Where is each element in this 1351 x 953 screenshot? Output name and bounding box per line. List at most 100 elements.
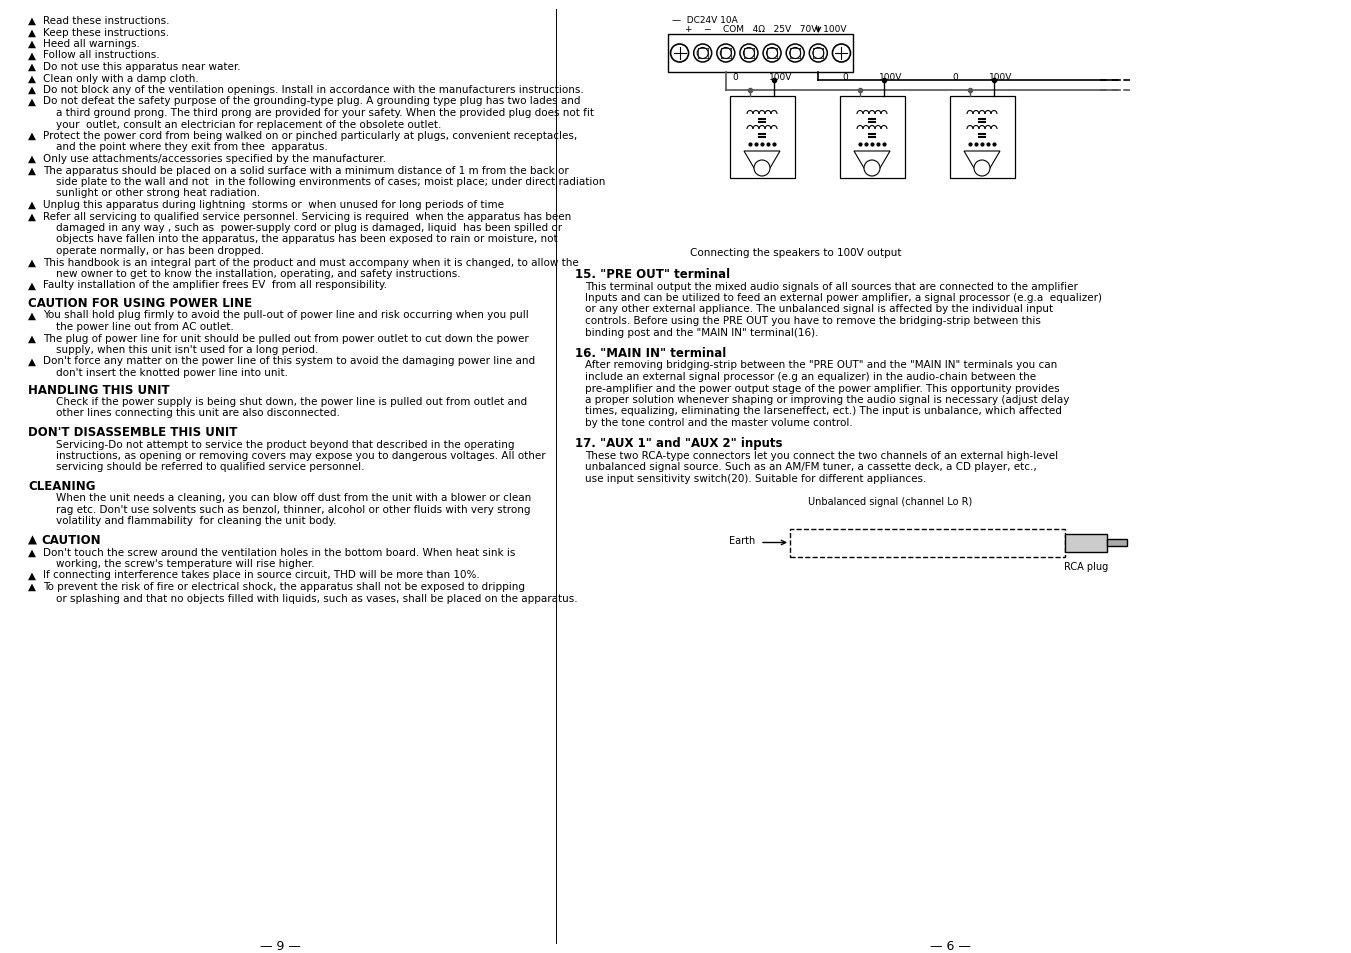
Text: Unbalanced signal (channel Lo R): Unbalanced signal (channel Lo R) — [808, 497, 973, 507]
Text: Connecting the speakers to 100V output: Connecting the speakers to 100V output — [690, 248, 901, 257]
Text: —  DC24V 10A: — DC24V 10A — [671, 16, 738, 25]
Text: Unplug this apparatus during lightning  storms or  when unused for long periods : Unplug this apparatus during lightning s… — [43, 200, 504, 210]
Text: ▲: ▲ — [28, 96, 36, 107]
Circle shape — [743, 49, 754, 59]
FancyBboxPatch shape — [840, 97, 905, 179]
Text: ▲: ▲ — [28, 28, 36, 37]
Text: supply, when this unit isn't used for a long period.: supply, when this unit isn't used for a … — [55, 345, 319, 355]
Text: ▲: ▲ — [28, 200, 36, 210]
Circle shape — [717, 45, 735, 63]
Text: Do not defeat the safety purpose of the grounding-type plug. A grounding type pl: Do not defeat the safety purpose of the … — [43, 96, 581, 107]
Text: You shall hold plug firmly to avoid the pull-out of power line and risk occurrin: You shall hold plug firmly to avoid the … — [43, 310, 528, 320]
Text: Servicing-Do not attempt to service the product beyond that described in the ope: Servicing-Do not attempt to service the … — [55, 439, 515, 449]
Text: Protect the power cord from being walked on or pinched particularly at plugs, co: Protect the power cord from being walked… — [43, 131, 577, 141]
Text: servicing should be referred to qualified service personnel.: servicing should be referred to qualifie… — [55, 462, 365, 472]
Text: Don't force any matter on the power line of this system to avoid the damaging po: Don't force any matter on the power line… — [43, 356, 535, 366]
Text: ▲: ▲ — [28, 165, 36, 175]
Text: ▲: ▲ — [28, 280, 36, 291]
Text: ▲: ▲ — [28, 257, 36, 267]
Text: Keep these instructions.: Keep these instructions. — [43, 28, 169, 37]
Circle shape — [754, 161, 770, 177]
FancyBboxPatch shape — [730, 97, 794, 179]
Circle shape — [813, 49, 824, 59]
Text: include an external signal processor (e.g an equalizer) in the audio-chain betwe: include an external signal processor (e.… — [585, 372, 1036, 381]
Text: instructions, as opening or removing covers may expose you to dangerous voltages: instructions, as opening or removing cov… — [55, 451, 546, 460]
Text: ▲: ▲ — [28, 39, 36, 49]
FancyBboxPatch shape — [1065, 534, 1106, 552]
Text: 100V: 100V — [878, 73, 902, 82]
Circle shape — [763, 45, 781, 63]
Text: Heed all warnings.: Heed all warnings. — [43, 39, 141, 49]
Text: volatility and flammability  for cleaning the unit body.: volatility and flammability for cleaning… — [55, 516, 336, 526]
Circle shape — [974, 161, 990, 177]
Text: times, equalizing, eliminating the larseneffect, ect.) The input is unbalance, w: times, equalizing, eliminating the larse… — [585, 406, 1062, 416]
Text: 17. "AUX 1" and "AUX 2" inputs: 17. "AUX 1" and "AUX 2" inputs — [576, 437, 782, 450]
Text: ▲: ▲ — [28, 51, 36, 60]
Text: your  outlet, consult an electrician for replacement of the obsolete outlet.: your outlet, consult an electrician for … — [55, 119, 442, 130]
Text: working, the screw's temperature will rise higher.: working, the screw's temperature will ri… — [55, 558, 315, 568]
Text: — 9 —: — 9 — — [259, 939, 300, 952]
Text: ▲: ▲ — [28, 73, 36, 84]
Text: ▲: ▲ — [28, 62, 36, 71]
Text: 100V: 100V — [989, 73, 1012, 82]
Text: operate normally, or has been dropped.: operate normally, or has been dropped. — [55, 246, 265, 255]
Text: ▲: ▲ — [28, 570, 36, 579]
FancyBboxPatch shape — [667, 35, 852, 73]
Text: sunlight or other strong heat radiation.: sunlight or other strong heat radiation. — [55, 189, 261, 198]
Text: 0: 0 — [952, 73, 958, 82]
Text: Don't touch the screw around the ventilation holes in the bottom board. When hea: Don't touch the screw around the ventila… — [43, 547, 515, 557]
Text: the power line out from AC outlet.: the power line out from AC outlet. — [55, 322, 234, 332]
Text: ▲: ▲ — [28, 212, 36, 221]
Text: Faulty installation of the amplifier frees EV  from all responsibility.: Faulty installation of the amplifier fre… — [43, 280, 386, 291]
Circle shape — [697, 49, 708, 59]
Text: +    −    COM   4Ω   25V   70V  100V: + − COM 4Ω 25V 70V 100V — [685, 25, 847, 34]
Text: If connecting interference takes place in source circuit, THD will be more than : If connecting interference takes place i… — [43, 570, 480, 579]
Text: Earth: Earth — [728, 535, 755, 545]
Circle shape — [786, 45, 804, 63]
Text: The apparatus should be placed on a solid surface with a minimum distance of 1 m: The apparatus should be placed on a soli… — [43, 165, 569, 175]
Text: The plug of power line for unit should be pulled out from power outlet to cut do: The plug of power line for unit should b… — [43, 334, 528, 343]
Text: Clean only with a damp cloth.: Clean only with a damp cloth. — [43, 73, 199, 84]
Text: 15. "PRE OUT" terminal: 15. "PRE OUT" terminal — [576, 268, 730, 281]
Text: ▲: ▲ — [28, 153, 36, 164]
Text: by the tone control and the master volume control.: by the tone control and the master volum… — [585, 417, 852, 428]
Circle shape — [693, 45, 712, 63]
Text: HANDLING THIS UNIT: HANDLING THIS UNIT — [28, 383, 170, 396]
Text: new owner to get to know the installation, operating, and safety instructions.: new owner to get to know the installatio… — [55, 269, 461, 278]
Text: ▲: ▲ — [28, 356, 36, 366]
Text: or any other external appliance. The unbalanced signal is affected by the indivi: or any other external appliance. The unb… — [585, 304, 1054, 314]
FancyBboxPatch shape — [1106, 539, 1127, 546]
FancyBboxPatch shape — [950, 97, 1015, 179]
Text: ▲: ▲ — [28, 16, 36, 26]
Circle shape — [720, 49, 731, 59]
Text: a proper solution whenever shaping or improving the audio signal is necessary (a: a proper solution whenever shaping or im… — [585, 395, 1070, 405]
Text: pre-amplifier and the power output stage of the power amplifier. This opportunit: pre-amplifier and the power output stage… — [585, 383, 1059, 393]
Text: Do not use this apparatus near water.: Do not use this apparatus near water. — [43, 62, 240, 71]
Text: ▲: ▲ — [28, 334, 36, 343]
Text: Only use attachments/accessories specified by the manufacturer.: Only use attachments/accessories specifi… — [43, 153, 386, 164]
Text: a third ground prong. The third prong are provided for your safety. When the pro: a third ground prong. The third prong ar… — [55, 108, 594, 118]
Text: When the unit needs a cleaning, you can blow off dust from the unit with a blowe: When the unit needs a cleaning, you can … — [55, 493, 531, 503]
Circle shape — [809, 45, 827, 63]
Text: CAUTION FOR USING POWER LINE: CAUTION FOR USING POWER LINE — [28, 296, 253, 310]
Text: CAUTION: CAUTION — [41, 534, 100, 546]
Text: RCA plug: RCA plug — [1063, 562, 1108, 572]
Text: side plate to the wall and not  in the following environments of cases; moist pl: side plate to the wall and not in the fo… — [55, 177, 605, 187]
Text: ▲: ▲ — [28, 547, 36, 557]
Text: Read these instructions.: Read these instructions. — [43, 16, 169, 26]
Text: CLEANING: CLEANING — [28, 479, 96, 493]
Text: damaged in any way , such as  power-supply cord or plug is damaged, liquid  has : damaged in any way , such as power-suppl… — [55, 223, 562, 233]
Text: 0: 0 — [842, 73, 847, 82]
Text: objects have fallen into the apparatus, the apparatus has been exposed to rain o: objects have fallen into the apparatus, … — [55, 234, 558, 244]
Text: This handbook is an integral part of the product and must accompany when it is c: This handbook is an integral part of the… — [43, 257, 578, 267]
Text: To prevent the risk of fire or electrical shock, the apparatus shall not be expo: To prevent the risk of fire or electrica… — [43, 581, 526, 592]
Text: 100V: 100V — [769, 73, 792, 82]
Text: 16. "MAIN IN" terminal: 16. "MAIN IN" terminal — [576, 347, 727, 359]
Text: ▲: ▲ — [28, 131, 36, 141]
Text: After removing bridging-strip between the "PRE OUT" and the "MAIN IN" terminals : After removing bridging-strip between th… — [585, 360, 1058, 370]
Text: Inputs and can be utilized to feed an external power amplifier, a signal process: Inputs and can be utilized to feed an ex… — [585, 293, 1102, 303]
Text: ▲: ▲ — [28, 534, 36, 546]
Text: and the point where they exit from thee  apparatus.: and the point where they exit from thee … — [55, 142, 328, 152]
Text: use input sensitivity switch(20). Suitable for different appliances.: use input sensitivity switch(20). Suitab… — [585, 474, 927, 483]
Text: binding post and the "MAIN IN" terminal(16).: binding post and the "MAIN IN" terminal(… — [585, 327, 819, 337]
